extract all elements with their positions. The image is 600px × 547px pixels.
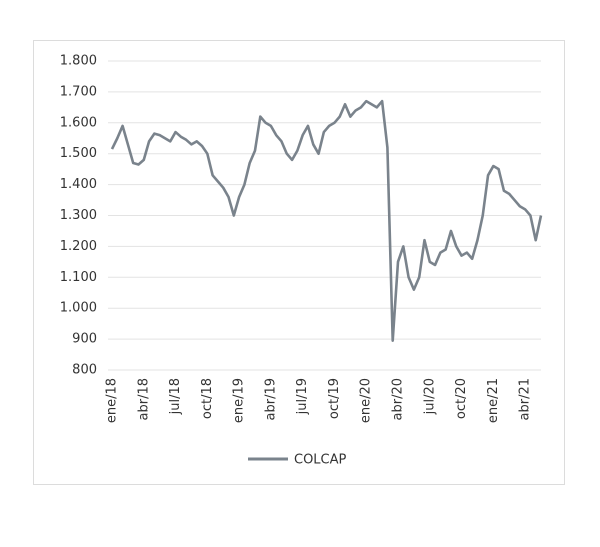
x-tick-label: jul/18 (168, 378, 183, 415)
x-tick-label: abr/18 (136, 378, 151, 421)
x-tick-label: ene/20 (359, 378, 374, 423)
x-tick-label: ene/21 (486, 378, 501, 423)
y-tick-label: 1.200 (60, 239, 97, 254)
x-tick-label: abr/19 (263, 378, 278, 421)
x-tick-label: oct/18 (200, 378, 215, 419)
x-tick-label: oct/19 (327, 378, 342, 419)
y-tick-label: 900 (72, 332, 97, 347)
y-tick-label: 1.600 (60, 115, 97, 130)
x-tick-label: ene/18 (105, 378, 120, 423)
x-tick-label: jul/19 (295, 378, 310, 415)
y-tick-label: 1.400 (60, 177, 97, 192)
legend-label: COLCAP (294, 453, 347, 468)
y-tick-label: 800 (72, 363, 97, 378)
x-tick-label: abr/21 (518, 378, 533, 421)
x-tick-label: jul/20 (422, 378, 437, 415)
x-tick-label: ene/19 (232, 378, 247, 423)
x-tick-label: oct/20 (454, 378, 469, 419)
chart-frame (33, 40, 565, 485)
y-tick-label: 1.700 (60, 84, 97, 99)
series-line (110, 99, 543, 342)
y-tick-label: 1.300 (60, 208, 97, 223)
x-tick-label: abr/20 (391, 378, 406, 421)
y-tick-label: 1.500 (60, 146, 97, 161)
y-tick-label: 1.000 (60, 301, 97, 316)
y-tick-label: 1.800 (60, 54, 97, 69)
y-tick-label: 1.100 (60, 270, 97, 285)
